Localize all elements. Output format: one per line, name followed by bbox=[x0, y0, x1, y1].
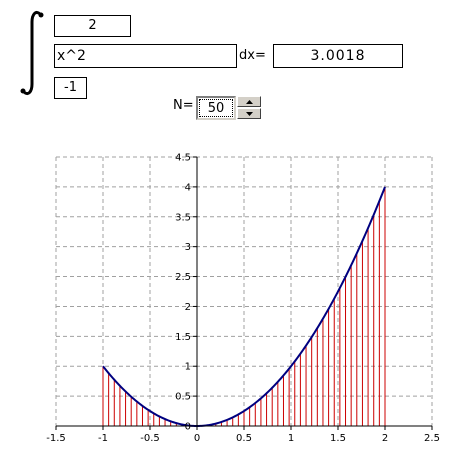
x-tick-label: 1.5 bbox=[330, 433, 346, 444]
y-tick-label: 2.5 bbox=[175, 272, 191, 283]
function-input[interactable]: x^2 bbox=[54, 44, 237, 68]
y-tick-label: 1 bbox=[185, 362, 191, 373]
triangle-down-icon bbox=[246, 112, 253, 116]
spin-down-button[interactable] bbox=[237, 108, 261, 119]
x-tick-label: -1.5 bbox=[46, 433, 66, 444]
x-tick-label: 0 bbox=[194, 433, 200, 444]
x-tick-label: 2 bbox=[382, 433, 388, 444]
y-tick-label: 0.5 bbox=[175, 392, 191, 403]
n-label: N= bbox=[173, 98, 194, 113]
y-tick-label: 2 bbox=[185, 302, 191, 313]
lower-limit-input[interactable]: -1 bbox=[54, 77, 87, 99]
y-tick-label: 1.5 bbox=[175, 332, 191, 343]
x-tick-label: 1 bbox=[288, 433, 294, 444]
x-tick-label: 0.5 bbox=[236, 433, 252, 444]
x-tick-label: -1 bbox=[98, 433, 108, 444]
upper-limit-input[interactable]: 2 bbox=[54, 15, 131, 37]
spin-up-button[interactable] bbox=[237, 96, 261, 107]
riemann-chart: -1.5 -1 -0.5 0 0.5 1 1.5 2 2.5 0 0.5 1 1.5 2 2.5 3 3.5 4 4… bbox=[46, 153, 440, 445]
y-tick-label: 3 bbox=[185, 242, 191, 253]
x-tick-label: 2.5 bbox=[424, 433, 440, 444]
y-tick-label: 0 bbox=[185, 422, 191, 433]
integral-sign-icon bbox=[20, 10, 44, 96]
dx-label: dx= bbox=[239, 48, 266, 63]
y-tick-label: 4.5 bbox=[175, 153, 191, 164]
y-tick-label: 3.5 bbox=[175, 212, 191, 223]
n-input[interactable]: 50 bbox=[196, 96, 236, 120]
function-curve bbox=[102, 186, 386, 428]
n-value: 50 bbox=[199, 99, 233, 117]
triangle-up-icon bbox=[246, 100, 253, 104]
result-field: 3.0018 bbox=[273, 44, 403, 68]
x-tick-label: -0.5 bbox=[140, 433, 160, 444]
y-tick-label: 4 bbox=[185, 182, 191, 193]
